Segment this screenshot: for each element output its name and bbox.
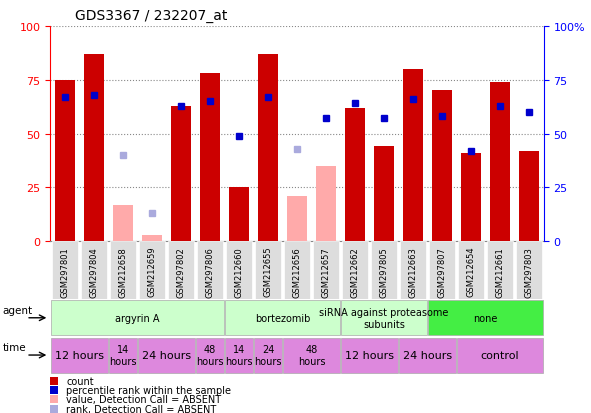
Text: GSM212657: GSM212657 — [322, 246, 330, 297]
Text: 48
hours: 48 hours — [298, 344, 325, 366]
Text: 48
hours: 48 hours — [196, 344, 223, 366]
Text: GSM212662: GSM212662 — [350, 246, 359, 297]
FancyBboxPatch shape — [51, 338, 108, 373]
Text: GSM212656: GSM212656 — [293, 246, 301, 297]
Text: GSM212663: GSM212663 — [408, 246, 418, 297]
Bar — [83, 55, 104, 242]
Text: GDS3367 / 232207_at: GDS3367 / 232207_at — [75, 9, 228, 23]
FancyBboxPatch shape — [283, 338, 340, 373]
FancyBboxPatch shape — [51, 301, 224, 335]
Text: time: time — [2, 342, 26, 352]
Text: value, Detection Call = ABSENT: value, Detection Call = ABSENT — [66, 394, 221, 404]
FancyBboxPatch shape — [225, 301, 340, 335]
Text: GSM212659: GSM212659 — [147, 246, 157, 297]
Text: 12 hours: 12 hours — [345, 350, 394, 360]
Text: 24 hours: 24 hours — [142, 350, 191, 360]
FancyBboxPatch shape — [457, 338, 543, 373]
FancyBboxPatch shape — [226, 242, 252, 299]
FancyBboxPatch shape — [400, 242, 426, 299]
Bar — [142, 235, 162, 242]
Text: GSM297802: GSM297802 — [176, 246, 186, 297]
Bar — [316, 166, 336, 242]
Text: argyrin A: argyrin A — [115, 313, 160, 323]
FancyBboxPatch shape — [429, 242, 455, 299]
Bar — [490, 83, 511, 242]
Text: control: control — [481, 350, 519, 360]
FancyBboxPatch shape — [196, 338, 224, 373]
Bar — [519, 152, 540, 242]
FancyBboxPatch shape — [428, 301, 543, 335]
Bar — [171, 106, 191, 242]
Bar — [200, 74, 220, 242]
FancyBboxPatch shape — [139, 242, 165, 299]
Text: 24
hours: 24 hours — [254, 344, 282, 366]
Bar — [403, 70, 423, 242]
Text: 14
hours: 14 hours — [225, 344, 253, 366]
Bar — [287, 197, 307, 242]
Text: none: none — [473, 313, 498, 323]
Text: GSM297804: GSM297804 — [89, 246, 98, 297]
Text: count: count — [66, 376, 94, 387]
FancyBboxPatch shape — [284, 242, 310, 299]
FancyBboxPatch shape — [313, 242, 339, 299]
FancyBboxPatch shape — [51, 242, 78, 299]
Bar — [229, 188, 249, 242]
FancyBboxPatch shape — [458, 242, 484, 299]
Text: 24 hours: 24 hours — [403, 350, 452, 360]
Text: agent: agent — [2, 305, 33, 315]
Bar — [54, 81, 75, 242]
Bar — [258, 55, 278, 242]
FancyBboxPatch shape — [341, 301, 427, 335]
Text: siRNA against proteasome
subunits: siRNA against proteasome subunits — [319, 307, 449, 329]
FancyBboxPatch shape — [516, 242, 543, 299]
Text: GSM212654: GSM212654 — [467, 246, 476, 297]
Text: GSM212658: GSM212658 — [118, 246, 127, 297]
FancyBboxPatch shape — [341, 338, 398, 373]
Bar — [374, 147, 394, 242]
Bar — [345, 109, 365, 242]
Text: percentile rank within the sample: percentile rank within the sample — [66, 385, 231, 395]
FancyBboxPatch shape — [255, 242, 281, 299]
Text: 14
hours: 14 hours — [109, 344, 137, 366]
FancyBboxPatch shape — [138, 338, 195, 373]
FancyBboxPatch shape — [168, 242, 194, 299]
Text: 12 hours: 12 hours — [55, 350, 104, 360]
Text: GSM297805: GSM297805 — [379, 246, 388, 297]
Text: GSM297807: GSM297807 — [437, 246, 447, 297]
Bar — [113, 205, 133, 242]
FancyBboxPatch shape — [81, 242, 107, 299]
Text: bortezomib: bortezomib — [255, 313, 310, 323]
FancyBboxPatch shape — [342, 242, 368, 299]
Text: GSM297803: GSM297803 — [525, 246, 534, 297]
FancyBboxPatch shape — [110, 242, 136, 299]
Text: GSM212655: GSM212655 — [264, 246, 272, 297]
FancyBboxPatch shape — [487, 242, 513, 299]
FancyBboxPatch shape — [371, 242, 397, 299]
Bar — [432, 91, 452, 242]
Text: GSM212661: GSM212661 — [496, 246, 505, 297]
FancyBboxPatch shape — [109, 338, 137, 373]
FancyBboxPatch shape — [399, 338, 456, 373]
Text: GSM297806: GSM297806 — [206, 246, 215, 297]
Text: GSM212660: GSM212660 — [235, 246, 243, 297]
Text: rank, Detection Call = ABSENT: rank, Detection Call = ABSENT — [66, 404, 216, 413]
Bar — [461, 154, 481, 242]
FancyBboxPatch shape — [254, 338, 282, 373]
Text: GSM297801: GSM297801 — [60, 246, 69, 297]
FancyBboxPatch shape — [225, 338, 253, 373]
FancyBboxPatch shape — [197, 242, 223, 299]
